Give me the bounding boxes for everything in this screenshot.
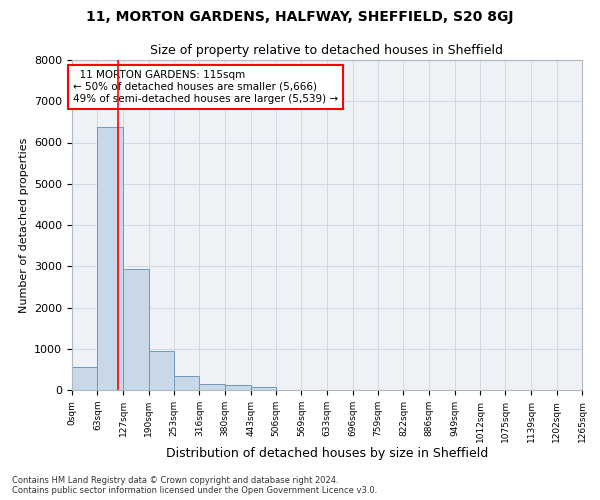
Bar	[97, 127, 123, 390]
Y-axis label: Number of detached properties: Number of detached properties	[19, 138, 29, 312]
Bar	[149, 351, 174, 390]
X-axis label: Distribution of detached houses by size in Sheffield: Distribution of detached houses by size …	[166, 448, 488, 460]
Text: 11, MORTON GARDENS, HALFWAY, SHEFFIELD, S20 8GJ: 11, MORTON GARDENS, HALFWAY, SHEFFIELD, …	[86, 10, 514, 24]
Bar	[199, 384, 225, 390]
Text: 11 MORTON GARDENS: 115sqm
← 50% of detached houses are smaller (5,666)
49% of se: 11 MORTON GARDENS: 115sqm ← 50% of detac…	[73, 70, 338, 104]
Bar	[72, 367, 97, 390]
Bar	[174, 376, 199, 390]
Bar	[251, 387, 276, 390]
Bar	[225, 384, 251, 390]
Title: Size of property relative to detached houses in Sheffield: Size of property relative to detached ho…	[151, 44, 503, 58]
Bar	[123, 268, 149, 390]
Text: Contains HM Land Registry data © Crown copyright and database right 2024.
Contai: Contains HM Land Registry data © Crown c…	[12, 476, 377, 495]
